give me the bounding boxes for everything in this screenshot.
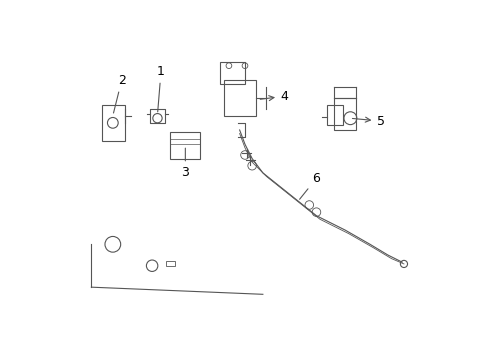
Bar [150, 109, 165, 123]
Text: 6: 6 [299, 172, 320, 199]
Text: 2: 2 [114, 73, 126, 113]
Bar [102, 105, 125, 141]
Text: 1: 1 [157, 64, 165, 112]
Bar [170, 132, 200, 158]
Bar [334, 98, 356, 130]
Bar [223, 80, 256, 116]
Text: 4: 4 [260, 90, 289, 103]
Text: 3: 3 [181, 148, 189, 179]
Bar [167, 261, 175, 266]
Bar [220, 62, 245, 84]
Text: 5: 5 [352, 114, 385, 128]
Bar [327, 105, 343, 125]
